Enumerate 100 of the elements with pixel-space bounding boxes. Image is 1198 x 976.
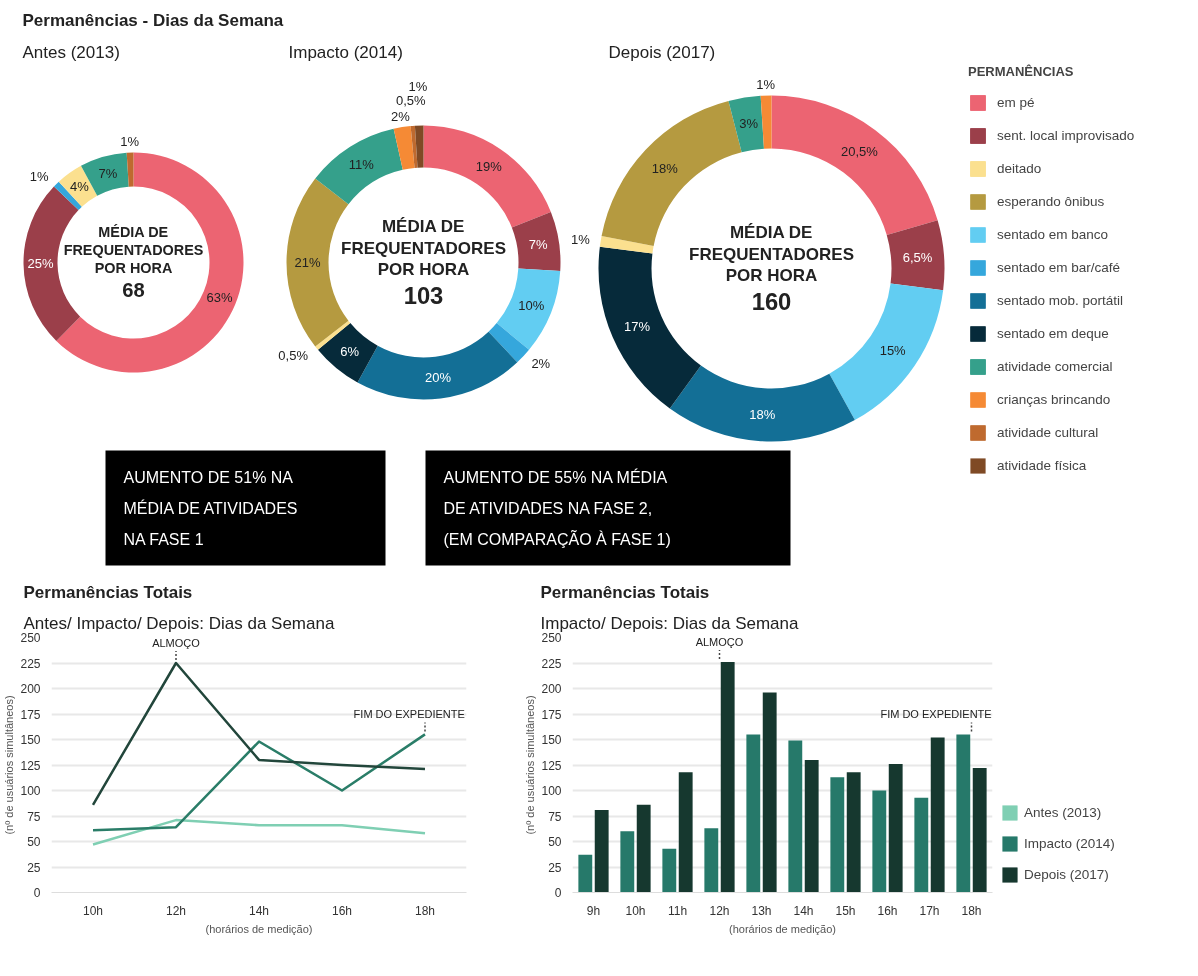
category-label: em pé — [997, 95, 1035, 110]
x-tick-label: 10h — [625, 903, 646, 918]
data-label: 7% — [528, 236, 548, 252]
data-label: 18% — [749, 407, 776, 423]
chart-title: Permanências Totais — [23, 582, 193, 602]
data-label: 1% — [408, 79, 428, 95]
data-label: 25% — [27, 256, 54, 272]
y-tick-label: 225 — [541, 656, 562, 671]
y-axis-title: (nº de usuários simultâneos) — [524, 695, 537, 835]
x-tick-label: 18h — [414, 903, 436, 918]
category-label: crianças brincando — [997, 392, 1111, 407]
bar — [930, 737, 945, 893]
data-label: 0,5% — [395, 93, 427, 109]
y-tick-label: 225 — [20, 656, 41, 671]
bar — [746, 734, 761, 893]
text: MÉDIA DE FREQUENTADORES POR HORA — [341, 217, 506, 279]
category-label: atividade comercial — [997, 359, 1113, 374]
annotation: ALMOÇO — [695, 635, 744, 648]
data-label: 20% — [425, 370, 452, 386]
y-tick-label: 25 — [27, 860, 41, 875]
text: MÉDIA DE FREQUENTADORES POR HORA — [689, 223, 854, 285]
x-tick-label: 15h — [835, 903, 856, 918]
data-label: 6% — [340, 344, 360, 360]
bar — [720, 661, 735, 893]
x-tick-label: 9h — [586, 903, 601, 918]
bar — [578, 854, 593, 893]
text: AUMENTO DE 51% NA MÉDIA DE ATIVIDADES NA FASE 1 — [123, 469, 298, 548]
bar — [594, 809, 609, 893]
category-label: sentado em bar/café — [997, 260, 1121, 275]
y-tick-label: 150 — [541, 733, 562, 747]
chart-title: Permanências - Dias da Semana — [22, 11, 284, 30]
chart-subtitle: Antes (2013) — [22, 43, 120, 62]
x-tick-label: 14h — [793, 903, 814, 918]
bar — [662, 848, 677, 893]
data-label: 1% — [120, 134, 140, 150]
data-label: 20,5% — [841, 143, 879, 159]
data-label: 10% — [518, 297, 545, 313]
y-tick-label: 50 — [27, 835, 41, 849]
y-axis-title: (nº de usuários simultâneos) — [3, 695, 16, 835]
x-tick-label: 10h — [82, 903, 104, 918]
y-tick-label: 0 — [554, 886, 562, 900]
data-label: 3% — [739, 116, 759, 132]
bar — [788, 740, 803, 893]
chart-subtitle: Depois (2017) — [608, 43, 716, 62]
category-label: deitado — [997, 161, 1042, 176]
text: 68 — [122, 279, 145, 302]
y-tick-label: 250 — [20, 631, 41, 645]
data-label: 18% — [651, 160, 679, 176]
bar — [636, 804, 651, 893]
annotation: FIM DO EXPEDIENTE — [880, 708, 992, 721]
category-label: sentado em deque — [997, 326, 1109, 341]
annotation: ALMOÇO — [152, 637, 201, 649]
bar — [804, 759, 819, 893]
x-tick-label: 18h — [961, 903, 982, 918]
data-label: 17% — [624, 319, 651, 335]
y-tick-label: 75 — [548, 809, 562, 824]
data-label: 7% — [98, 165, 118, 181]
y-tick-label: 175 — [20, 707, 41, 722]
y-tick-label: 175 — [541, 707, 562, 722]
x-tick-label: 13h — [751, 903, 772, 918]
data-label: 1% — [570, 232, 591, 248]
y-tick-label: 0 — [33, 886, 41, 900]
data-label: 2% — [390, 108, 411, 124]
text: AUMENTO DE 55% NA MÉDIA DE ATIVIDADES NA FASE 2, (EM COMPARAÇÃO À FASE 1) — [443, 468, 671, 548]
x-tick-label: 17h — [919, 903, 940, 918]
y-tick-label: 25 — [548, 860, 562, 875]
y-tick-label: 125 — [541, 758, 562, 773]
y-tick-label: 200 — [20, 682, 41, 696]
y-tick-label: 50 — [548, 835, 562, 849]
data-label: 63% — [206, 290, 234, 306]
legend-label: Antes (2013) — [1024, 805, 1102, 820]
x-tick-label: 11h — [667, 903, 688, 918]
text: 160 — [751, 287, 792, 315]
bar — [888, 763, 903, 893]
x-tick-label: 12h — [165, 903, 187, 918]
chart-title: Permanências Totais — [540, 582, 710, 602]
bar — [678, 772, 693, 893]
bar — [972, 768, 987, 893]
category-label: sentado em banco — [997, 227, 1109, 242]
bar — [872, 790, 887, 893]
x-tick-label: 12h — [709, 903, 730, 918]
bar — [956, 734, 971, 893]
bar — [914, 797, 929, 893]
category-label: esperando ônibus — [997, 194, 1105, 209]
data-label: 2% — [531, 356, 551, 372]
y-tick-label: 100 — [541, 784, 562, 798]
data-label: 1% — [29, 168, 50, 184]
annotation: FIM DO EXPEDIENTE — [353, 708, 465, 721]
data-label: 19% — [475, 159, 503, 175]
data-label: 6,5% — [902, 249, 933, 265]
x-axis-title: (horários de medição) — [729, 922, 836, 935]
legend-label: Impacto (2014) — [1024, 836, 1115, 851]
bar — [620, 831, 635, 893]
x-tick-label: 14h — [248, 903, 270, 918]
y-tick-label: 200 — [541, 682, 562, 696]
x-axis-title: (horários de medição) — [205, 922, 313, 935]
category-label: sent. local improvisado — [997, 128, 1135, 143]
y-tick-label: 100 — [20, 784, 41, 798]
category-label: sentado mob. portátil — [997, 293, 1124, 308]
x-tick-label: 16h — [877, 903, 898, 918]
